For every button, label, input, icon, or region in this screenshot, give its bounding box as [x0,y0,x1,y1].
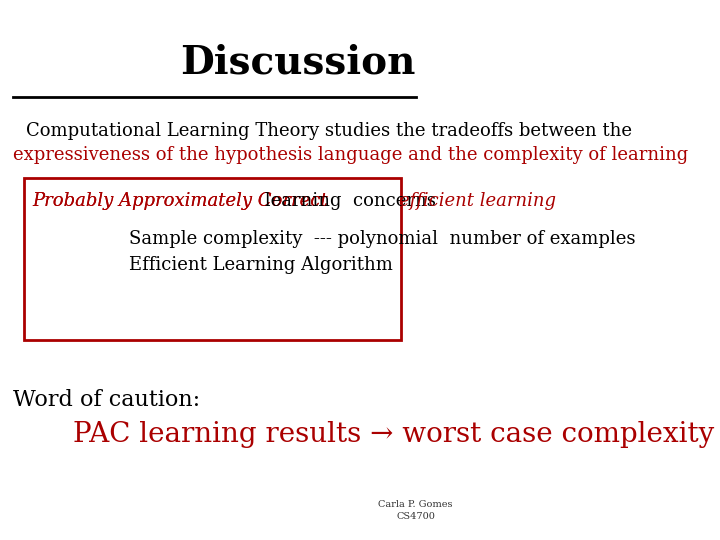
Text: Sample complexity  --- polynomial  number of examples: Sample complexity --- polynomial number … [128,230,635,247]
Text: efficient learning: efficient learning [400,192,557,210]
Text: PAC learning results → worst case complexity results.: PAC learning results → worst case comple… [73,421,720,448]
Text: Discussion: Discussion [180,43,415,81]
Text: expressiveness of the hypothesis language and the complexity of learning: expressiveness of the hypothesis languag… [13,146,688,164]
Text: Carla P. Gomes
CS4700: Carla P. Gomes CS4700 [378,500,453,521]
Text: Efficient Learning Algorithm: Efficient Learning Algorithm [128,256,392,274]
Text: Probably Approximately Correct: Probably Approximately Correct [32,192,328,210]
Text: Word of caution:: Word of caution: [13,389,200,411]
Text: Probably Approximately Correct learning  concerns: Probably Approximately Correct learning … [32,192,510,210]
Text: Computational Learning Theory studies the tradeoffs between the: Computational Learning Theory studies th… [26,122,631,139]
Text: Probably Approximately Correct: Probably Approximately Correct [32,192,328,210]
Text: learning  concerns: learning concerns [259,192,441,210]
